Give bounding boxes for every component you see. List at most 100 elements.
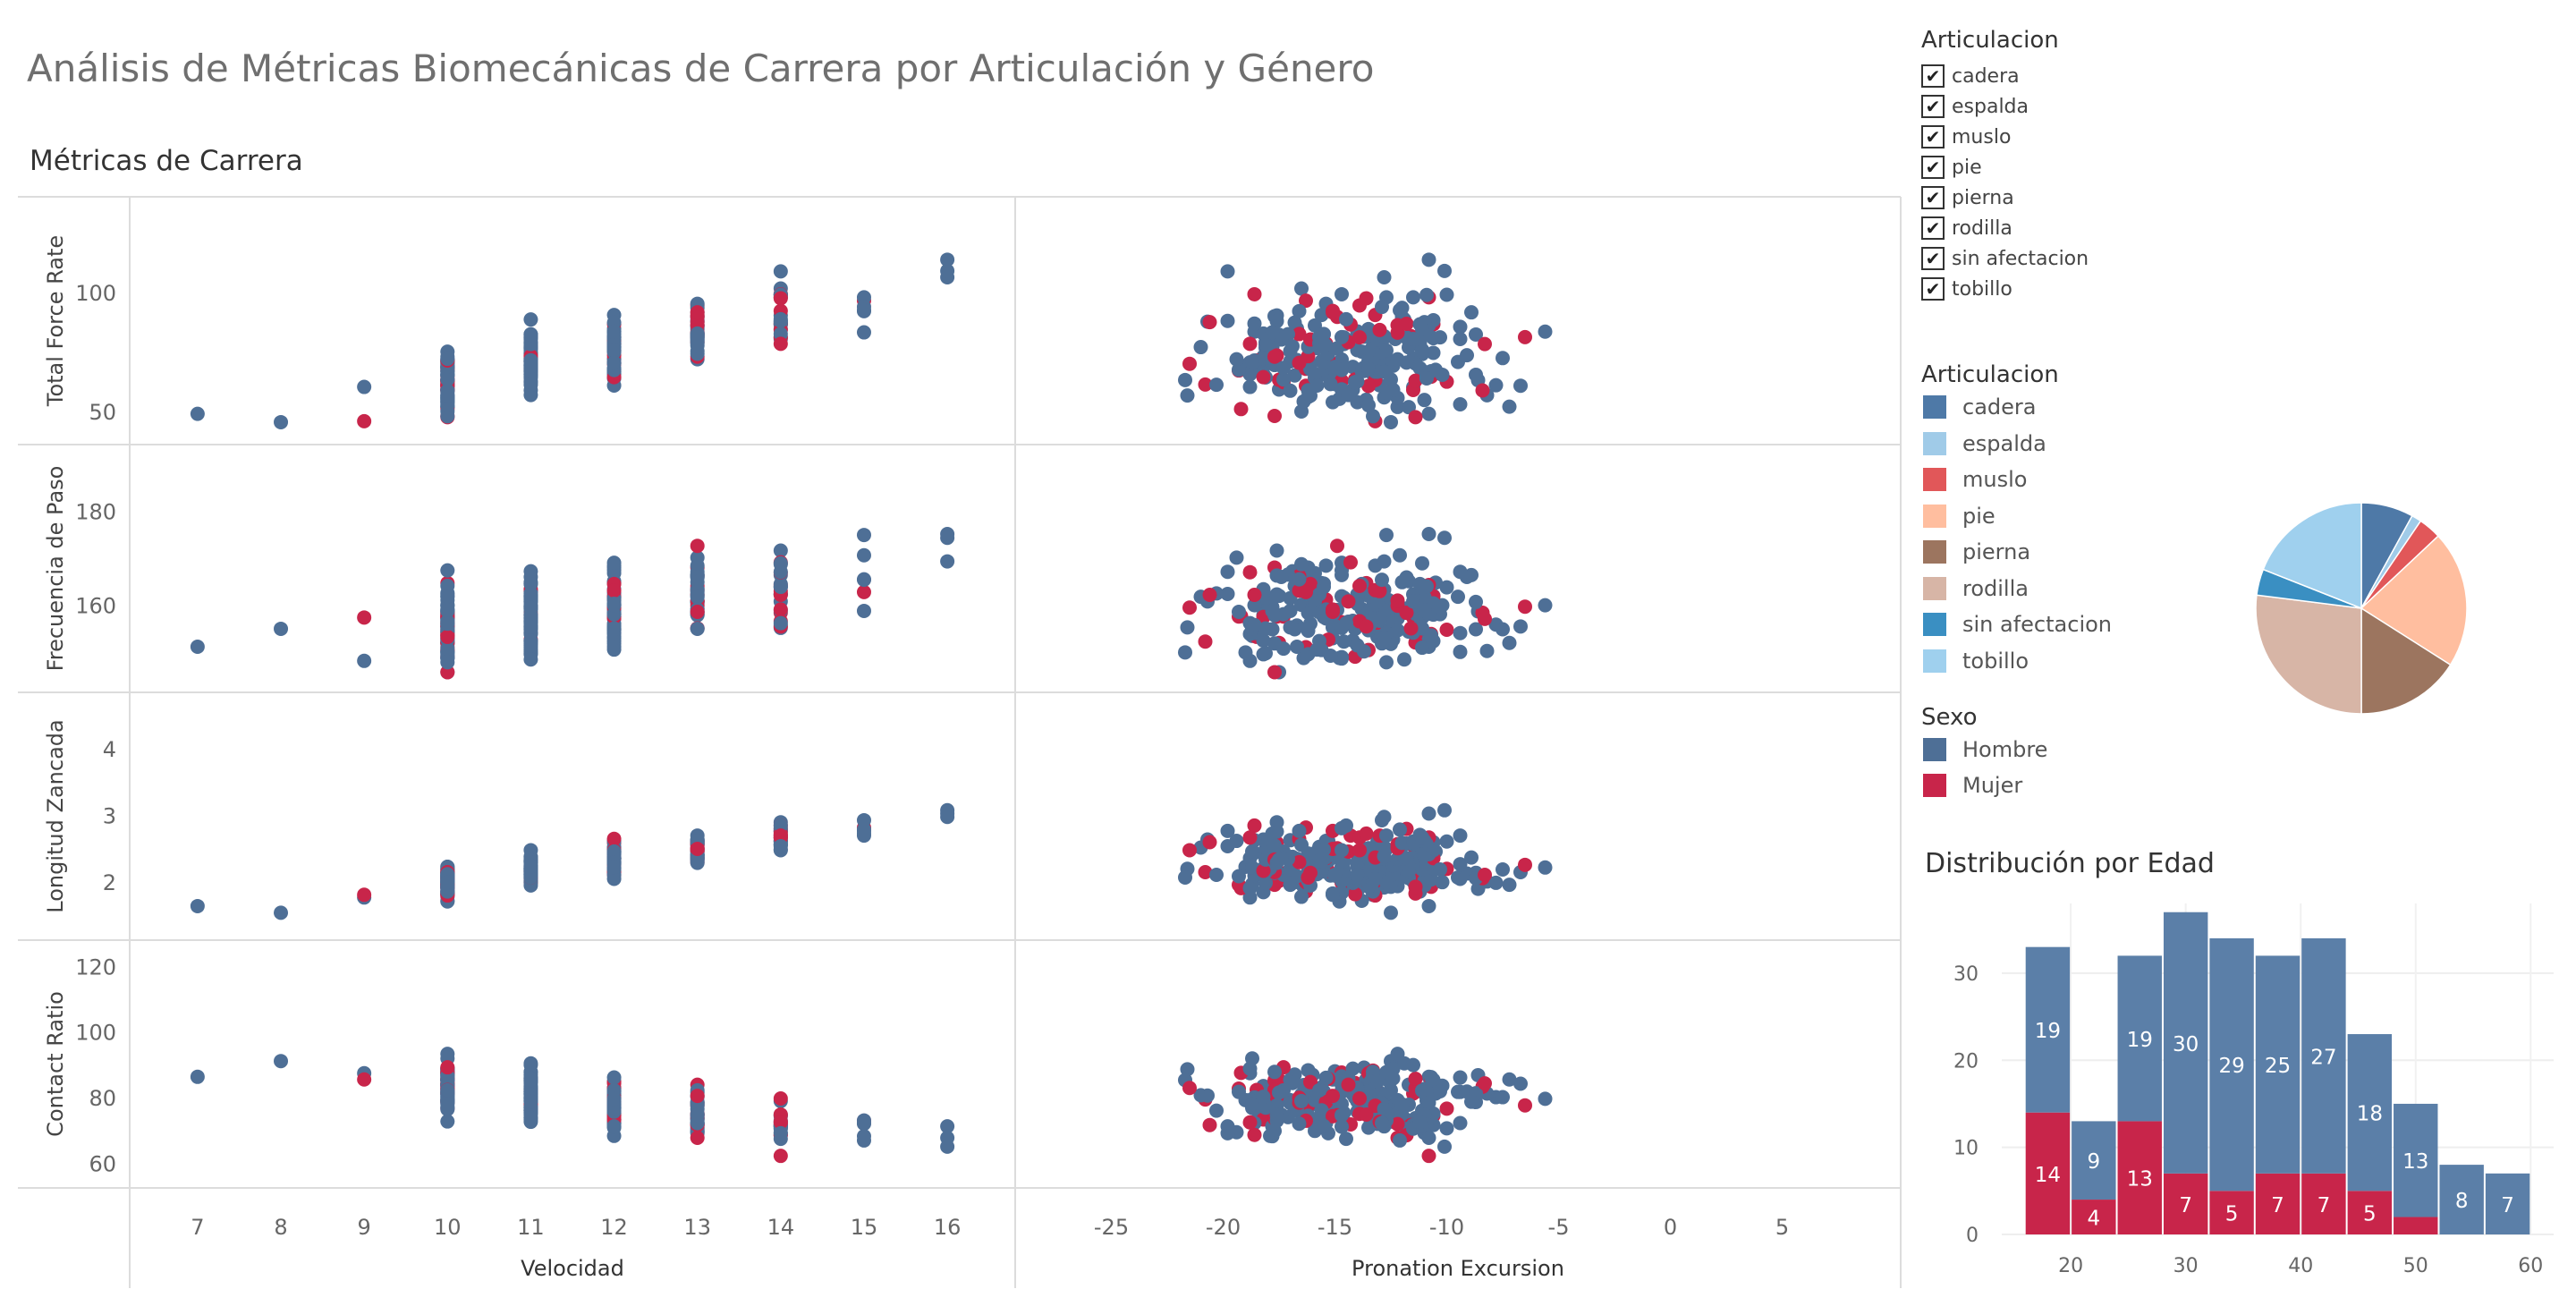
checkbox[interactable]: ✔: [1921, 156, 1945, 179]
scatter-point[interactable]: [1502, 635, 1517, 650]
scatter-point[interactable]: [1426, 345, 1441, 360]
scatter-point[interactable]: [1318, 558, 1334, 573]
legend-item-Hombre[interactable]: Hombre: [1923, 734, 2047, 766]
pie-slice-pierna[interactable]: [2360, 606, 2452, 715]
scatter-point[interactable]: [1314, 308, 1329, 323]
scatter-point[interactable]: [440, 409, 455, 424]
scatter-point[interactable]: [1267, 409, 1282, 424]
scatter-point[interactable]: [523, 859, 538, 874]
scatter-point[interactable]: [1294, 281, 1309, 296]
scatter-point[interactable]: [190, 898, 205, 913]
scatter-point[interactable]: [773, 1125, 788, 1141]
filter-item-tobillo[interactable]: ✔ tobillo: [1921, 275, 2012, 303]
scatter-point[interactable]: [1408, 410, 1423, 425]
legend-item-cadera[interactable]: cadera: [1923, 391, 2036, 423]
histogram-bar-mujer[interactable]: [2072, 1200, 2116, 1234]
scatter-point[interactable]: [1496, 1090, 1510, 1105]
scatter-point[interactable]: [357, 653, 372, 668]
scatter-point[interactable]: [1209, 867, 1224, 882]
scatter-point[interactable]: [1475, 383, 1490, 398]
scatter-point[interactable]: [440, 1073, 455, 1088]
scatter-point[interactable]: [1220, 264, 1235, 279]
scatter-point[interactable]: [1469, 326, 1483, 342]
scatter-point[interactable]: [1417, 393, 1432, 408]
scatter-point[interactable]: [1265, 325, 1280, 340]
scatter-point[interactable]: [1384, 414, 1398, 429]
scatter-point[interactable]: [1377, 270, 1392, 285]
scatter-point[interactable]: [606, 1070, 622, 1085]
scatter-point[interactable]: [1366, 409, 1380, 424]
scatter-point[interactable]: [1274, 569, 1289, 584]
scatter-point[interactable]: [1267, 665, 1282, 680]
checkbox[interactable]: ✔: [1921, 277, 1945, 301]
scatter-point[interactable]: [1478, 1076, 1492, 1091]
scatter-point[interactable]: [1330, 539, 1344, 554]
scatter-point[interactable]: [1439, 834, 1454, 849]
scatter-point[interactable]: [1359, 619, 1374, 634]
scatter-point[interactable]: [1390, 1116, 1405, 1132]
histogram-bar-hombre[interactable]: [2163, 912, 2208, 1174]
scatter-point[interactable]: [1453, 1115, 1468, 1131]
scatter-point[interactable]: [1496, 622, 1510, 637]
scatter-point[interactable]: [1479, 643, 1495, 658]
scatter-point[interactable]: [1538, 598, 1553, 613]
scatter-point[interactable]: [690, 589, 705, 605]
scatter-point[interactable]: [1406, 594, 1420, 609]
scatter-point[interactable]: [1421, 1095, 1436, 1110]
scatter-point[interactable]: [1294, 837, 1309, 852]
scatter-point[interactable]: [1341, 1077, 1356, 1092]
scatter-point[interactable]: [1317, 1118, 1331, 1133]
scatter-point[interactable]: [1412, 1115, 1428, 1130]
scatter-point[interactable]: [1408, 373, 1423, 388]
scatter-point[interactable]: [1341, 594, 1356, 609]
scatter-point[interactable]: [1348, 886, 1362, 902]
scatter-point[interactable]: [1352, 330, 1367, 345]
scatter-point[interactable]: [1417, 603, 1432, 618]
scatter-point[interactable]: [1229, 352, 1244, 367]
scatter-point[interactable]: [1242, 379, 1258, 394]
scatter-point[interactable]: [690, 621, 705, 636]
scatter-point[interactable]: [1453, 319, 1468, 335]
scatter-point[interactable]: [440, 589, 455, 604]
scatter-point[interactable]: [1426, 1073, 1441, 1088]
scatter-point[interactable]: [773, 580, 788, 595]
scatter-point[interactable]: [1238, 645, 1253, 660]
scatter-point[interactable]: [1421, 898, 1436, 913]
scatter-point[interactable]: [1379, 828, 1394, 844]
scatter-point[interactable]: [1478, 867, 1492, 882]
scatter-point[interactable]: [440, 875, 455, 890]
scatter-point[interactable]: [1182, 843, 1197, 858]
scatter-point[interactable]: [1399, 355, 1414, 370]
scatter-point[interactable]: [1326, 394, 1340, 410]
scatter-point[interactable]: [523, 564, 538, 579]
scatter-point[interactable]: [1464, 1094, 1479, 1109]
scatter-point[interactable]: [1496, 862, 1510, 878]
scatter-point[interactable]: [190, 1069, 205, 1084]
scatter-point[interactable]: [523, 1073, 538, 1088]
histogram-bar-hombre[interactable]: [2301, 937, 2346, 1174]
scatter-point[interactable]: [1421, 252, 1436, 267]
scatter-point[interactable]: [1439, 1101, 1454, 1116]
scatter-point[interactable]: [690, 841, 705, 856]
scatter-point[interactable]: [773, 1091, 788, 1106]
scatter-point[interactable]: [1247, 316, 1262, 331]
scatter-point[interactable]: [1518, 599, 1532, 615]
scatter-point[interactable]: [1372, 583, 1387, 598]
articulacion-pie-chart[interactable]: [2236, 483, 2487, 734]
scatter-point[interactable]: [690, 558, 705, 573]
scatter-point[interactable]: [440, 579, 455, 594]
scatter-point[interactable]: [523, 387, 538, 403]
scatter-point[interactable]: [1350, 854, 1365, 869]
scatter-point[interactable]: [440, 665, 455, 680]
scatter-point[interactable]: [1421, 1149, 1436, 1164]
scatter-point[interactable]: [1348, 375, 1362, 390]
scatter-point[interactable]: [1258, 646, 1273, 661]
scatter-point[interactable]: [190, 639, 205, 654]
scatter-point[interactable]: [1385, 1071, 1401, 1086]
scatter-point[interactable]: [440, 641, 455, 657]
scatter-point[interactable]: [357, 1072, 372, 1087]
scatter-point[interactable]: [1343, 555, 1358, 570]
scatter-point[interactable]: [1375, 572, 1389, 588]
scatter-point[interactable]: [1453, 625, 1468, 640]
scatter-point[interactable]: [1361, 1120, 1376, 1135]
